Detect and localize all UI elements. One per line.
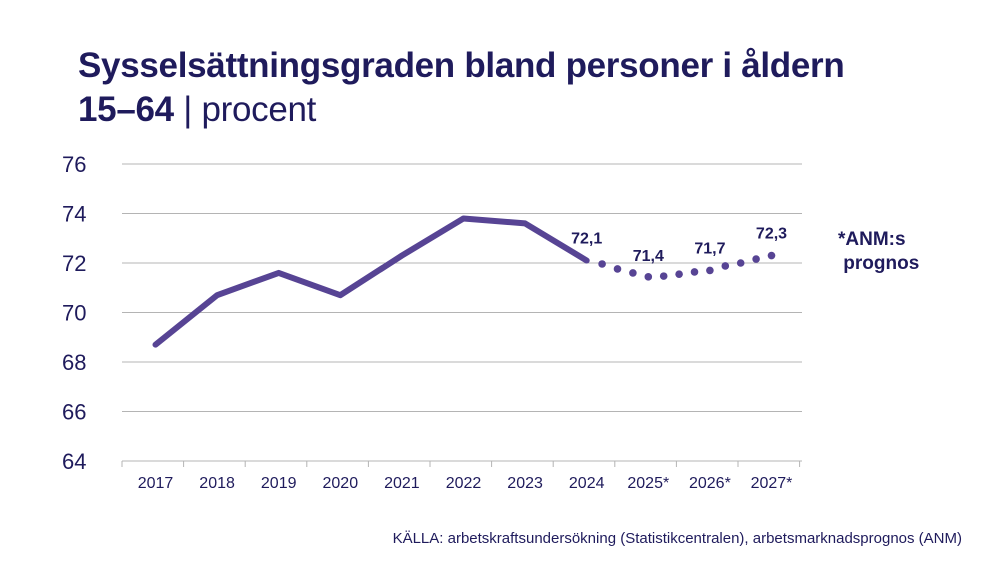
forecast-dot	[752, 255, 760, 263]
title-line-2: 15–64 | procent	[78, 88, 844, 132]
x-tick-label: 2025*	[627, 475, 669, 492]
forecast-note: *ANM:s prognos	[838, 229, 920, 274]
forecast-dot	[690, 268, 699, 276]
title-age-range: 15–64	[78, 90, 174, 129]
y-tick-label: 70	[62, 301, 86, 326]
x-tick-label: 2022	[446, 475, 482, 492]
x-tick-label: 2021	[384, 475, 420, 492]
x-tick-label: 2019	[261, 475, 297, 492]
forecast-dot	[706, 266, 714, 275]
series-line-actual	[152, 215, 590, 348]
data-label: 71,4	[633, 248, 664, 265]
forecast-dot	[675, 270, 683, 278]
forecast-dot	[613, 265, 622, 273]
forecast-dot	[736, 259, 745, 267]
forecast-dot	[644, 273, 653, 281]
forecast-dot	[598, 260, 606, 268]
y-tick-label: 72	[62, 251, 86, 276]
x-tick-label: 2024	[569, 475, 605, 492]
source-note: KÄLLA: arbetskraftsundersökning (Statist…	[392, 530, 962, 547]
y-tick-label: 76	[62, 152, 86, 177]
x-tick-label: 2023	[507, 475, 543, 492]
x-tick-label: 2017	[138, 475, 174, 492]
data-label: 71,7	[694, 240, 725, 257]
y-tick-label: 68	[62, 350, 86, 375]
title-line-1: Sysselsättningsgraden bland personer i å…	[78, 46, 845, 85]
forecast-dot	[629, 269, 637, 277]
x-tick-label: 2027*	[751, 475, 793, 492]
y-tick-label: 64	[62, 449, 86, 474]
x-tick-label: 2018	[199, 475, 235, 492]
forecast-dot	[659, 272, 668, 280]
forecast-dot	[721, 262, 730, 270]
x-tick-label: 2026*	[689, 475, 731, 492]
y-tick-label: 74	[62, 202, 86, 227]
title-unit: | procent	[173, 90, 317, 129]
chart-title: Sysselsättningsgraden bland personer i å…	[78, 44, 845, 132]
forecast-dot	[767, 251, 776, 260]
y-tick-label: 66	[62, 400, 86, 425]
x-tick-label: 2020	[323, 475, 359, 492]
data-label: 72,3	[756, 226, 787, 243]
data-label: 72,1	[571, 231, 602, 248]
